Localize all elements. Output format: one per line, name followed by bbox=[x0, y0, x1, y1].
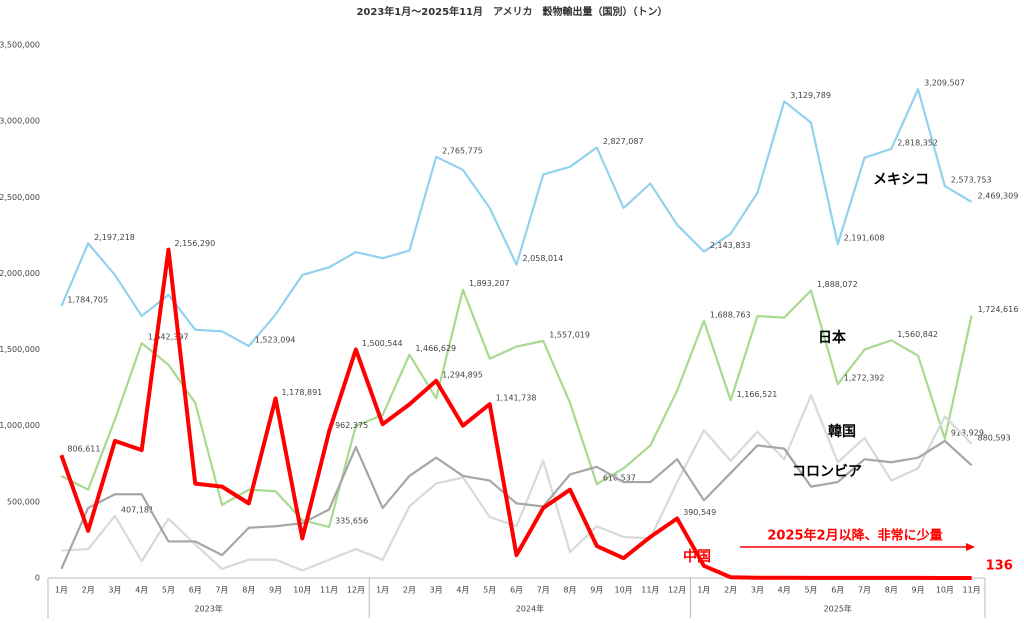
data-label: 1,888,072 bbox=[817, 280, 858, 289]
series-name: 中国 bbox=[683, 548, 711, 565]
data-label: 3,129,789 bbox=[790, 91, 831, 100]
x-tick-label: 9月 bbox=[912, 586, 925, 595]
series-name: 日本 bbox=[818, 329, 847, 346]
y-tick-label: 3,000,000 bbox=[0, 117, 40, 126]
x-tick-label: 8月 bbox=[563, 586, 576, 595]
x-tick-label: 5月 bbox=[483, 586, 496, 595]
series-line bbox=[59, 247, 972, 580]
data-label: 2,765,775 bbox=[442, 146, 483, 155]
data-label: 880,593 bbox=[978, 433, 1011, 442]
annotation: 2025年2月以降、非常に少量 bbox=[767, 528, 942, 544]
data-label: 1,560,842 bbox=[897, 330, 938, 339]
x-tick-label: 5月 bbox=[804, 586, 817, 595]
x-tick-label: 6月 bbox=[831, 586, 844, 595]
x-tick-label: 9月 bbox=[590, 586, 603, 595]
data-label: 1,272,392 bbox=[844, 374, 885, 383]
data-label: 1,893,207 bbox=[469, 279, 510, 288]
y-tick-label: 0 bbox=[35, 574, 40, 583]
x-tick-label: 4月 bbox=[135, 586, 148, 595]
series-line bbox=[60, 288, 973, 528]
year-label: 2024年 bbox=[516, 604, 544, 614]
series-line bbox=[61, 394, 973, 572]
x-tick-label: 10月 bbox=[936, 586, 954, 595]
y-tick-label: 1,500,000 bbox=[0, 345, 40, 354]
data-label: 1,784,705 bbox=[67, 296, 108, 305]
x-tick-label: 4月 bbox=[456, 586, 469, 595]
data-label: 1,557,019 bbox=[549, 330, 590, 339]
y-tick-label: 1,000,000 bbox=[0, 421, 40, 430]
x-tick-label: 7月 bbox=[215, 586, 228, 595]
x-tick-label: 3月 bbox=[108, 586, 121, 595]
data-label: 1,500,544 bbox=[362, 339, 403, 348]
data-label: 2,818,352 bbox=[897, 138, 938, 147]
data-label: 2,191,608 bbox=[844, 234, 885, 243]
data-label: 3,209,507 bbox=[924, 79, 965, 88]
data-label: 962,375 bbox=[335, 421, 368, 430]
data-label: 2,143,833 bbox=[710, 241, 751, 250]
data-label: 335,656 bbox=[335, 516, 368, 525]
x-tick-label: 6月 bbox=[189, 586, 202, 595]
x-tick-label: 7月 bbox=[537, 586, 550, 595]
x-tick-label: 12月 bbox=[668, 586, 686, 595]
data-label: 390,549 bbox=[683, 508, 716, 517]
x-tick-label: 10月 bbox=[614, 586, 632, 595]
x-tick-label: 5月 bbox=[162, 586, 175, 595]
y-tick-label: 500,000 bbox=[7, 497, 40, 506]
data-label: 1,688,763 bbox=[710, 310, 751, 319]
data-label: 2,156,290 bbox=[174, 239, 215, 248]
year-label: 2025年 bbox=[824, 604, 852, 614]
x-tick-label: 11月 bbox=[641, 586, 659, 595]
data-label: 2,058,014 bbox=[523, 254, 564, 263]
x-tick-label: 6月 bbox=[510, 586, 523, 595]
x-tick-label: 3月 bbox=[430, 586, 443, 595]
x-tick-label: 10月 bbox=[293, 586, 311, 595]
data-label: 2,197,218 bbox=[94, 233, 135, 242]
data-label: 1,542,397 bbox=[148, 333, 189, 342]
year-label: 2023年 bbox=[194, 604, 222, 614]
x-tick-label: 11月 bbox=[963, 586, 981, 595]
data-label: 1,178,891 bbox=[282, 388, 323, 397]
data-label: 2,469,309 bbox=[978, 191, 1019, 200]
data-label: 2,827,087 bbox=[603, 137, 644, 146]
y-tick-label: 3,500,000 bbox=[0, 41, 40, 50]
data-label: 407,181 bbox=[121, 505, 154, 514]
x-tick-label: 4月 bbox=[778, 586, 791, 595]
series-name: メキシコ bbox=[873, 172, 929, 188]
chart-title: 2023年1月～2025年11月 アメリカ 穀物輸出量（国別）（トン） bbox=[356, 5, 667, 18]
data-label: 1,294,895 bbox=[442, 370, 483, 379]
x-tick-label: 12月 bbox=[347, 586, 365, 595]
series-line bbox=[60, 439, 973, 570]
x-tick-label: 1月 bbox=[376, 586, 389, 595]
x-tick-label: 2月 bbox=[724, 586, 737, 595]
data-label: 616,537 bbox=[603, 474, 636, 483]
data-label: 1,166,521 bbox=[737, 390, 778, 399]
series-name: 韓国 bbox=[828, 423, 856, 440]
data-label: 2,573,753 bbox=[951, 176, 992, 185]
data-label: 913,929 bbox=[951, 428, 984, 437]
data-label: 806,611 bbox=[67, 445, 100, 454]
x-tick-label: 7月 bbox=[858, 586, 871, 595]
y-tick-label: 2,000,000 bbox=[0, 269, 40, 278]
data-label: 1,466,629 bbox=[415, 344, 456, 353]
x-tick-label: 3月 bbox=[751, 586, 764, 595]
x-tick-label: 9月 bbox=[269, 586, 282, 595]
x-tick-label: 8月 bbox=[885, 586, 898, 595]
series-line bbox=[60, 88, 973, 348]
x-tick-label: 2月 bbox=[82, 586, 95, 595]
y-tick-label: 2,500,000 bbox=[0, 193, 40, 202]
series-name: コロンビア bbox=[792, 464, 862, 480]
data-label: 1,523,094 bbox=[255, 336, 296, 345]
data-label: 1,724,616 bbox=[978, 305, 1019, 314]
x-tick-label: 2月 bbox=[403, 586, 416, 595]
annotation-arrowhead bbox=[966, 543, 975, 551]
data-label: 1,141,738 bbox=[496, 394, 537, 403]
x-tick-label: 8月 bbox=[242, 586, 255, 595]
data-label: 136 bbox=[986, 558, 1013, 573]
x-tick-label: 1月 bbox=[55, 586, 68, 595]
x-tick-label: 11月 bbox=[320, 586, 338, 595]
x-tick-label: 1月 bbox=[697, 586, 710, 595]
